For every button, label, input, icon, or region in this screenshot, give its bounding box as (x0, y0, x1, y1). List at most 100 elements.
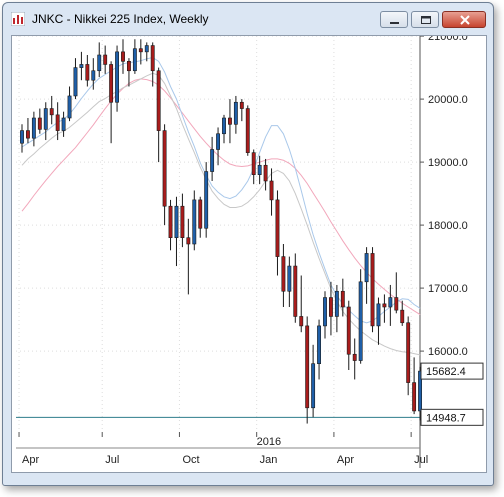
marker-price-label-box (420, 408, 484, 426)
candle-body[interactable] (358, 281, 363, 361)
candle-body[interactable] (49, 108, 54, 116)
candle-body[interactable] (299, 316, 304, 327)
candle-body[interactable] (400, 309, 405, 324)
chart-window: JNKC - Nikkei 225 Index, Weekly Apr Jul Oc… (2, 2, 494, 486)
ma-fast-line (21, 56, 421, 324)
candle-body[interactable] (216, 133, 220, 150)
candle-body[interactable] (334, 290, 339, 317)
candle-body[interactable] (132, 48, 137, 72)
window-title: JNKC - Nikkei 225 Index, Weekly (32, 12, 209, 26)
candle-body[interactable] (251, 152, 256, 176)
candle-body[interactable] (329, 297, 333, 317)
candle-body[interactable] (245, 108, 250, 153)
last-price-label: 15682.4 (426, 366, 466, 378)
candle-body[interactable] (317, 325, 321, 364)
maximize-icon (421, 16, 431, 24)
candle-body[interactable] (364, 253, 369, 283)
candle-body[interactable] (287, 265, 292, 292)
candle-body[interactable] (222, 117, 226, 135)
candle-body[interactable] (323, 297, 327, 327)
candle-body[interactable] (418, 370, 422, 412)
candle-body[interactable] (26, 130, 30, 139)
candle-body[interactable] (192, 199, 197, 245)
candle-body[interactable] (239, 101, 244, 109)
candle-body[interactable] (85, 64, 90, 81)
x-tick-label: Jan (260, 454, 278, 466)
candle-body[interactable] (43, 108, 48, 130)
candle-body[interactable] (346, 306, 351, 355)
candle-body[interactable] (127, 60, 131, 72)
y-tick-label: 20000.0 (428, 94, 468, 106)
minimize-button[interactable] (380, 11, 408, 28)
candle-body[interactable] (382, 303, 387, 308)
candle-body[interactable] (67, 95, 72, 119)
candle-body[interactable] (91, 70, 96, 81)
candle-body[interactable] (37, 117, 42, 130)
title-bar[interactable]: JNKC - Nikkei 225 Index, Weekly (3, 3, 493, 33)
x-tick-label: Apr (337, 454, 354, 466)
candle-body[interactable] (269, 180, 274, 201)
candlestick-chart[interactable]: Apr Jul Oct Jan Apr Jul 2016 21000.0 20000.0 1900… (12, 36, 486, 472)
candle-body[interactable] (138, 48, 143, 53)
candle-body[interactable] (210, 149, 215, 172)
y-tick-label: 18000.0 (428, 220, 468, 232)
candle-body[interactable] (340, 290, 345, 308)
close-icon (460, 15, 470, 25)
candle-body[interactable] (388, 297, 393, 308)
last-price-label-box (420, 362, 484, 380)
candle-body[interactable] (180, 205, 185, 238)
candle-body[interactable] (275, 199, 280, 257)
candle-body[interactable] (257, 164, 262, 175)
candle-body[interactable] (162, 130, 167, 207)
candle-body[interactable] (233, 101, 238, 125)
candle-body[interactable] (103, 54, 108, 65)
ma-mid-line (21, 72, 421, 356)
candle-body[interactable] (412, 382, 417, 412)
candle-body[interactable] (370, 253, 375, 327)
candle-body[interactable] (204, 171, 209, 229)
candle-body[interactable] (376, 303, 381, 327)
candle-body[interactable] (198, 199, 203, 229)
candle-body[interactable] (156, 70, 161, 131)
x-tick-label: Oct (182, 454, 199, 466)
candle-body[interactable] (115, 51, 119, 103)
ma-slow-line (21, 78, 421, 316)
x-year-label: 2016 (257, 436, 281, 448)
candle-body[interactable] (31, 117, 36, 139)
candle-body[interactable] (61, 117, 66, 131)
y-tick-label: 17000.0 (428, 283, 468, 295)
candle-body[interactable] (352, 353, 357, 361)
y-tick-label: 16000.0 (428, 346, 468, 358)
candle-body[interactable] (394, 297, 399, 311)
x-tick-label: Apr (22, 454, 39, 466)
candle-body[interactable] (121, 51, 125, 62)
candle-body[interactable] (150, 45, 155, 72)
candle-body[interactable] (281, 256, 286, 292)
candle-body[interactable] (20, 130, 24, 144)
plot-area[interactable]: Apr Jul Oct Jan Apr Jul 2016 21000.0 20000.0 1900… (11, 35, 487, 473)
y-tick-label: 21000.0 (428, 36, 468, 43)
candle-body[interactable] (73, 67, 78, 97)
candle-body[interactable] (144, 45, 149, 53)
candle-body[interactable] (311, 363, 316, 409)
candle-body[interactable] (79, 64, 84, 68)
candle-body[interactable] (109, 64, 114, 103)
candle-body[interactable] (174, 205, 179, 238)
marker-price-label: 14948.7 (426, 412, 466, 424)
y-tick-label: 19000.0 (428, 157, 468, 169)
minimize-icon (390, 22, 399, 24)
candle-body[interactable] (97, 54, 102, 72)
close-button[interactable] (442, 11, 486, 28)
candle-body[interactable] (55, 114, 60, 131)
candle-body[interactable] (406, 322, 411, 383)
chart-icon (11, 12, 25, 26)
x-tick-label: Jul (414, 454, 428, 466)
candle-body[interactable] (305, 325, 310, 409)
x-tick-label: Jul (105, 454, 119, 466)
candle-body[interactable] (168, 205, 173, 238)
candle-body[interactable] (228, 117, 232, 125)
candle-body[interactable] (263, 164, 268, 182)
maximize-button[interactable] (411, 11, 439, 28)
candle-body[interactable] (293, 265, 298, 317)
candle-body[interactable] (186, 237, 191, 245)
